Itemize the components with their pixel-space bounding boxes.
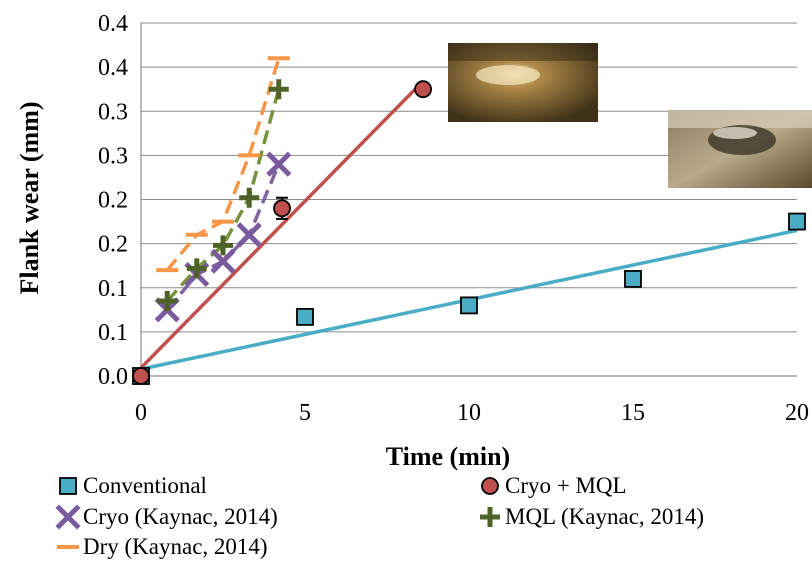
x-tick-label: 10	[457, 400, 481, 426]
data-point	[236, 222, 262, 248]
legend: Conventional Cryo + MQL Cryo (Kaynac, 2014…	[55, 473, 704, 559]
legend-item: Cryo + MQL	[481, 473, 627, 498]
y-tick-label: 0.4	[98, 55, 128, 81]
x-tick-label: 0	[135, 400, 147, 426]
x-tick-label: 15	[621, 400, 645, 426]
legend-marker	[480, 507, 500, 527]
x-axis-title: Time (min)	[386, 442, 510, 471]
legend-label: Conventional	[83, 473, 207, 498]
axes	[140, 23, 797, 377]
y-axis-title: Flank wear (mm)	[15, 101, 44, 294]
legend-item: MQL (Kaynac, 2014)	[480, 504, 704, 529]
data-point	[414, 80, 432, 99]
legend-item: Dry (Kaynac, 2014)	[57, 534, 268, 559]
data-point	[273, 199, 291, 218]
error-bars	[276, 196, 639, 286]
data-point	[624, 270, 642, 288]
trend-line	[165, 88, 281, 303]
legend-label: Cryo + MQL	[505, 473, 627, 498]
y-tick-label: 0.3	[98, 99, 128, 125]
y-tick-label: 0.2	[98, 188, 128, 214]
data-point	[210, 248, 236, 274]
data-point	[788, 212, 806, 231]
data-point	[132, 367, 150, 385]
tick-labels: 0.0 0.1 0.1 0.2 0.2 0.3 0.3 0.4 0.4 0 5 10 15 20	[98, 11, 809, 426]
legend-marker	[481, 477, 499, 495]
wear-photo-1	[448, 43, 598, 122]
data-markers	[132, 56, 806, 385]
legend-item: Conventional	[59, 473, 207, 498]
y-tick-label: 0.2	[98, 232, 128, 258]
y-tick-label: 0.0	[98, 364, 128, 390]
data-point	[186, 258, 207, 279]
legend-item: Cryo (Kaynac, 2014)	[55, 504, 278, 530]
y-tick-label: 0.3	[98, 143, 128, 169]
data-point	[296, 307, 314, 326]
data-point	[266, 151, 292, 177]
legend-marker	[55, 504, 81, 530]
inset-photos	[448, 43, 812, 188]
trend-line	[139, 79, 425, 370]
data-point	[268, 79, 289, 100]
data-point	[213, 235, 233, 256]
y-tick-label: 0.1	[98, 320, 128, 346]
x-tick-label: 20	[785, 400, 809, 426]
y-tick-label: 0.4	[98, 11, 128, 37]
wear-photo-2	[668, 110, 812, 188]
y-tick-label: 0.1	[98, 276, 128, 302]
legend-label: Dry (Kaynac, 2014)	[83, 534, 268, 559]
data-point	[157, 290, 178, 311]
legend-label: MQL (Kaynac, 2014)	[505, 504, 704, 529]
legend-marker	[59, 477, 77, 495]
x-tick-label: 5	[299, 400, 311, 426]
data-point	[460, 296, 478, 315]
data-point	[239, 187, 260, 208]
legend-label: Cryo (Kaynac, 2014)	[83, 504, 278, 529]
